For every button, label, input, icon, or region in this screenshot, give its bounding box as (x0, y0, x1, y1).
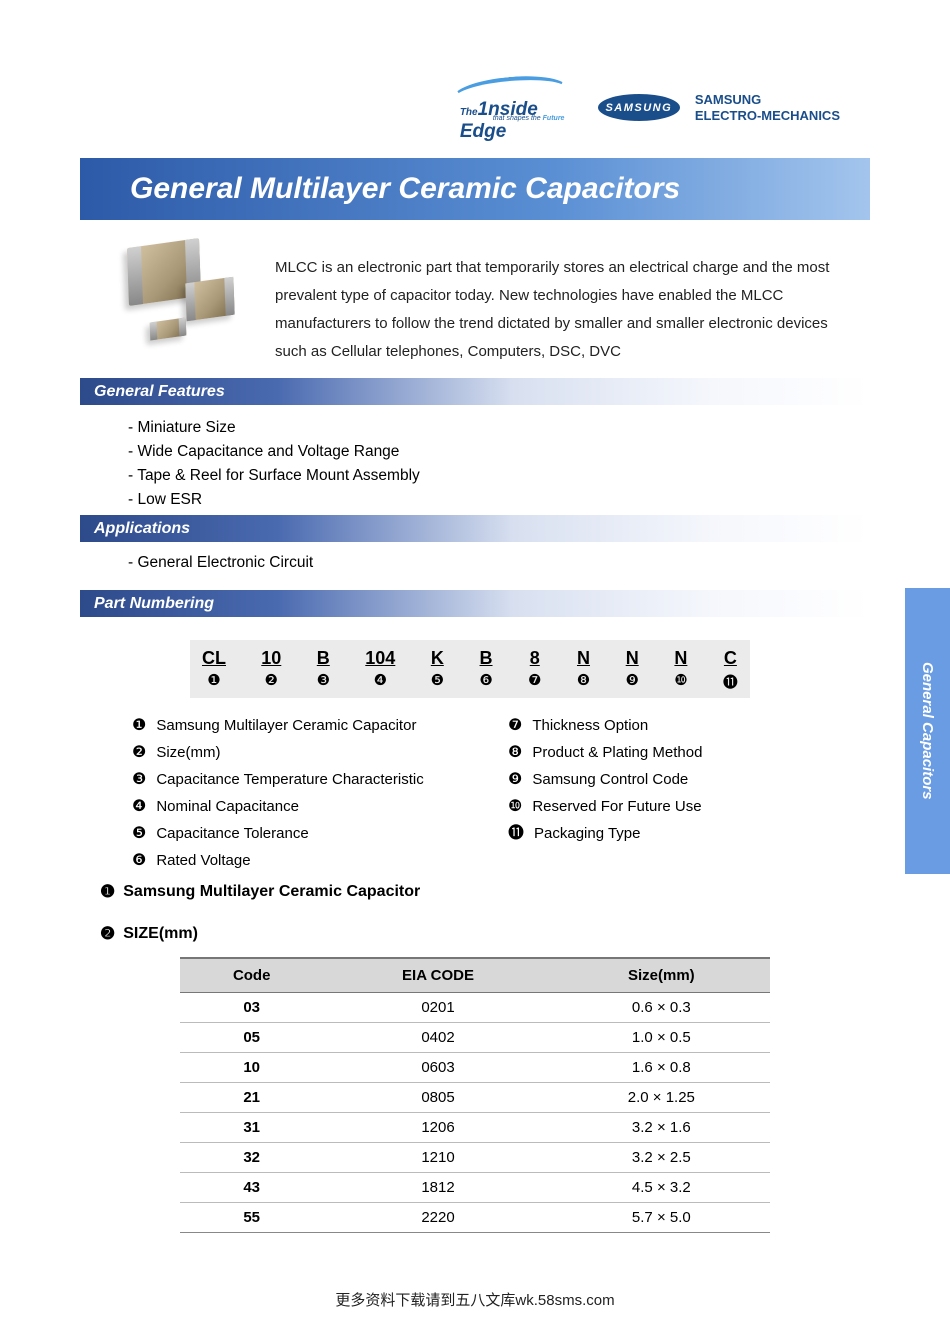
table-cell: 5.7 × 5.0 (553, 1203, 770, 1233)
table-row: 1006031.6 × 0.8 (180, 1053, 770, 1083)
page-title: General Multilayer Ceramic Capacitors (130, 172, 680, 206)
code-legend: ❶Samsung Multilayer Ceramic Capacitor❷Si… (132, 712, 852, 874)
table-cell: 0402 (323, 1023, 552, 1053)
header-logos: The1nside Edge that shapes the Future SA… (438, 85, 840, 130)
code-item: N❿ (674, 648, 687, 692)
table-cell: 21 (180, 1083, 323, 1113)
feature-item: - Low ESR (128, 488, 420, 512)
table-row: 4318124.5 × 3.2 (180, 1173, 770, 1203)
table-cell: 10 (180, 1053, 323, 1083)
code-item: K❺ (431, 648, 444, 692)
table-row: 3212103.2 × 2.5 (180, 1143, 770, 1173)
table-cell: 2.0 × 1.25 (553, 1083, 770, 1113)
table-cell: 0.6 × 0.3 (553, 993, 770, 1023)
code-item: B❸ (317, 648, 330, 692)
legend-row: ❼Thickness Option (508, 712, 852, 739)
code-item: 10❷ (261, 648, 281, 692)
table-cell: 55 (180, 1203, 323, 1233)
table-row: 5522205.7 × 5.0 (180, 1203, 770, 1233)
table-row: 3112063.2 × 1.6 (180, 1113, 770, 1143)
table-cell: 05 (180, 1023, 323, 1053)
feature-item: - Wide Capacitance and Voltage Range (128, 440, 420, 464)
samsung-em-logo: SAMSUNG ELECTRO-MECHANICS (695, 92, 840, 123)
section1-num: ❶ (100, 882, 115, 902)
table-header: Size(mm) (553, 958, 770, 993)
table-header: Code (180, 958, 323, 993)
intro-text: MLCC is an electronic part that temporar… (275, 254, 850, 366)
table-cell: 1.6 × 0.8 (553, 1053, 770, 1083)
table-cell: 3.2 × 1.6 (553, 1113, 770, 1143)
code-item: B❻ (479, 648, 492, 692)
legend-row: ❾Samsung Control Code (508, 766, 852, 793)
table-cell: 31 (180, 1113, 323, 1143)
product-image (108, 235, 258, 360)
footer-text: 更多资料下载请到五八文库wk.58sms.com (0, 1289, 950, 1310)
table-cell: 0603 (323, 1053, 552, 1083)
legend-row: ❺Capacitance Tolerance (132, 820, 492, 847)
legend-row: ❻Rated Voltage (132, 847, 492, 874)
table-row: 0302010.6 × 0.3 (180, 993, 770, 1023)
legend-row: ❽Product & Plating Method (508, 739, 852, 766)
table-cell: 3.2 × 2.5 (553, 1143, 770, 1173)
section2-num: ❷ (100, 924, 115, 944)
features-section-bar: General Features (80, 378, 870, 405)
section2-text: SIZE(mm) (123, 925, 198, 943)
table-row: 0504021.0 × 0.5 (180, 1023, 770, 1053)
inside-edge-logo: The1nside Edge that shapes the Future (438, 85, 583, 130)
applications-list: - General Electronic Circuit (128, 554, 313, 572)
code-item: 104❹ (365, 648, 395, 692)
table-cell: 0805 (323, 1083, 552, 1113)
feature-item: - Tape & Reel for Surface Mount Assembly (128, 464, 420, 488)
legend-row: ❶Samsung Multilayer Ceramic Capacitor (132, 712, 492, 739)
code-item: C⓫ (723, 648, 738, 692)
section2-title: ❷ SIZE(mm) (100, 924, 198, 944)
table-header: EIA CODE (323, 958, 552, 993)
table-cell: 1206 (323, 1113, 552, 1143)
table-row: 2108052.0 × 1.25 (180, 1083, 770, 1113)
part-code-display: CL❶ 10❷ B❸ 104❹ K❺ B❻ 8❼ N❽ N❾ N❿ C⓫ (190, 640, 750, 698)
code-item: CL❶ (202, 648, 226, 692)
table-cell: 03 (180, 993, 323, 1023)
code-item: N❽ (577, 648, 590, 692)
legend-row: ❸Capacitance Temperature Characteristic (132, 766, 492, 793)
size-table: CodeEIA CODESize(mm) 0302010.6 × 0.30504… (180, 957, 770, 1233)
samsung-oval-logo: SAMSUNG (598, 94, 680, 121)
section1-text: Samsung Multilayer Ceramic Capacitor (123, 883, 420, 901)
features-list: - Miniature Size - Wide Capacitance and … (128, 416, 420, 512)
table-cell: 32 (180, 1143, 323, 1173)
code-item: 8❼ (528, 648, 541, 692)
table-cell: 1.0 × 0.5 (553, 1023, 770, 1053)
section1-title: ❶ Samsung Multilayer Ceramic Capacitor (100, 882, 420, 902)
legend-row: ❿Reserved For Future Use (508, 793, 852, 820)
table-cell: 0201 (323, 993, 552, 1023)
legend-row: ⓫Packaging Type (508, 820, 852, 847)
table-cell: 43 (180, 1173, 323, 1203)
applications-section-bar: Applications (80, 515, 870, 542)
title-banner: General Multilayer Ceramic Capacitors (80, 158, 870, 220)
table-cell: 1812 (323, 1173, 552, 1203)
feature-item: - Miniature Size (128, 416, 420, 440)
partnumbering-section-bar: Part Numbering (80, 590, 870, 617)
table-cell: 2220 (323, 1203, 552, 1233)
table-cell: 4.5 × 3.2 (553, 1173, 770, 1203)
code-item: N❾ (625, 648, 638, 692)
side-tab: General Capacitors (905, 588, 950, 874)
application-item: - General Electronic Circuit (128, 554, 313, 572)
table-cell: 1210 (323, 1143, 552, 1173)
legend-row: ❷Size(mm) (132, 739, 492, 766)
legend-row: ❹Nominal Capacitance (132, 793, 492, 820)
